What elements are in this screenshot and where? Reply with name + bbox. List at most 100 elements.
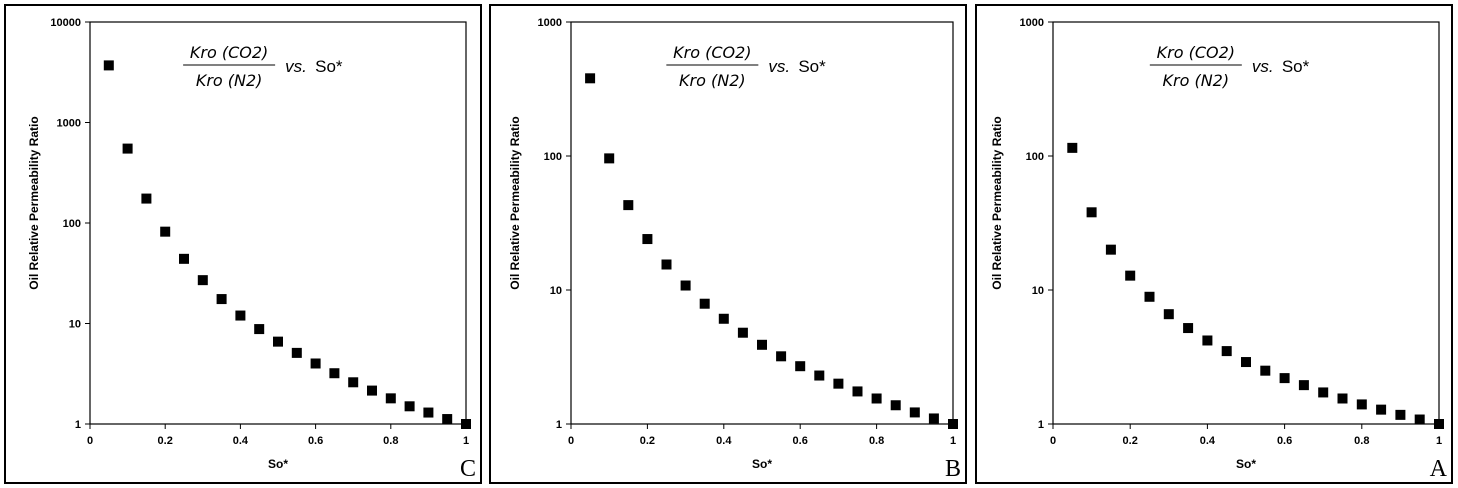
x-tick-label: 0.4 xyxy=(1200,435,1216,447)
data-point xyxy=(757,339,767,350)
data-point xyxy=(103,60,114,71)
x-axis-label: So* xyxy=(1236,457,1256,471)
data-point xyxy=(1163,309,1174,320)
data-point xyxy=(1067,142,1078,153)
panel-label: A xyxy=(1430,456,1448,482)
data-point xyxy=(216,294,227,305)
plot-area xyxy=(570,21,954,425)
x-tick-label: 0.2 xyxy=(1123,435,1138,447)
data-point xyxy=(699,298,710,309)
data-point xyxy=(404,401,415,412)
x-tick-label: 0.6 xyxy=(793,435,808,447)
y-tick-label: 100 xyxy=(544,151,562,163)
data-point xyxy=(795,361,806,372)
data-point xyxy=(737,327,748,338)
x-tick-label: 0.4 xyxy=(233,435,249,447)
data-point xyxy=(160,226,171,237)
data-point xyxy=(385,393,396,404)
data-point xyxy=(1434,419,1444,429)
plot-area xyxy=(89,21,467,425)
x-tick-label: 0.6 xyxy=(1277,435,1292,447)
data-point xyxy=(442,414,453,425)
title-so: So* xyxy=(798,57,826,76)
data-point xyxy=(1376,404,1387,415)
data-point xyxy=(948,419,958,429)
x-tick-label: 0.4 xyxy=(716,435,732,447)
data-point xyxy=(585,73,596,84)
data-point xyxy=(1318,387,1329,398)
data-point xyxy=(1395,409,1406,420)
data-point xyxy=(1241,357,1251,368)
x-tick-label: 0.2 xyxy=(158,435,173,447)
data-point xyxy=(179,253,189,264)
title-numerator: Kro (CO2) xyxy=(1157,43,1235,62)
x-tick-label: 0.8 xyxy=(869,435,884,447)
data-point xyxy=(871,393,882,404)
data-point xyxy=(254,324,265,335)
data-point xyxy=(718,313,729,324)
data-point xyxy=(423,407,434,418)
y-tick-label: 100 xyxy=(63,218,81,230)
x-tick-label: 0.8 xyxy=(1354,435,1369,447)
data-point xyxy=(291,347,302,358)
data-point xyxy=(1298,380,1309,391)
data-point xyxy=(1279,373,1290,384)
data-point xyxy=(890,400,901,411)
y-axis-label: Oil Relative Permeability Ratio xyxy=(508,116,522,289)
x-tick-label: 0.8 xyxy=(383,435,398,447)
data-point xyxy=(197,275,208,286)
data-point xyxy=(1105,244,1116,255)
data-point xyxy=(122,143,133,154)
y-tick-label: 10 xyxy=(1032,285,1044,297)
data-point xyxy=(235,310,246,321)
data-point xyxy=(141,193,152,204)
x-tick-label: 0.2 xyxy=(640,435,655,447)
data-point xyxy=(852,386,863,397)
data-point xyxy=(367,385,377,396)
y-tick-label: 1 xyxy=(556,419,562,431)
data-point xyxy=(1086,207,1097,218)
y-tick-label: 1000 xyxy=(1020,17,1044,29)
data-point xyxy=(1144,291,1155,302)
data-point xyxy=(1202,335,1213,346)
y-tick-label: 10000 xyxy=(50,17,81,29)
title-denominator: Kro (N2) xyxy=(679,71,746,90)
x-axis-label: So* xyxy=(268,457,288,471)
x-axis-label: So* xyxy=(752,457,772,471)
panel-label: C xyxy=(460,456,476,482)
x-tick-label: 0.6 xyxy=(308,435,323,447)
y-tick-label: 10 xyxy=(69,319,81,331)
data-point xyxy=(348,377,359,388)
x-tick-label: 1 xyxy=(950,435,956,447)
plot-area xyxy=(1052,21,1440,425)
data-point xyxy=(310,358,321,369)
data-point xyxy=(1356,399,1367,410)
data-point xyxy=(642,234,653,245)
x-tick-label: 0 xyxy=(87,435,93,447)
x-tick-label: 1 xyxy=(463,435,469,447)
chart-c: 1 10 100 1000 10000 0 0.2 0.4 0.6 0.8 1 So* Oil Rela… xyxy=(27,17,476,482)
data-point xyxy=(1221,346,1232,357)
title-numerator: Kro (CO2) xyxy=(673,43,751,62)
panel-label: B xyxy=(945,456,961,482)
y-tick-label: 10 xyxy=(550,285,562,297)
data-point xyxy=(1414,414,1425,425)
title-vs: vs. xyxy=(1252,57,1274,76)
chart-b: 1 10 100 1000 0 0.2 0.4 0.6 0.8 1 So* Oil Relative … xyxy=(508,17,961,482)
data-point xyxy=(329,368,340,379)
title-vs: vs. xyxy=(768,57,790,76)
chart-a: 1 10 100 1000 0 0.2 0.4 0.6 0.8 1 So* Oil Relative … xyxy=(990,17,1448,482)
title-denominator: Kro (N2) xyxy=(1163,71,1230,90)
title-vs: vs. xyxy=(285,57,307,76)
data-point xyxy=(623,200,634,211)
y-tick-label: 100 xyxy=(1026,151,1044,163)
y-axis-label: Oil Relative Permeability Ratio xyxy=(27,116,41,289)
title-so: So* xyxy=(1282,57,1310,76)
data-point xyxy=(776,351,787,362)
data-point xyxy=(833,378,844,389)
x-tick-label: 0 xyxy=(568,435,574,447)
data-point xyxy=(1183,323,1194,334)
chart-panel-c: 1 10 100 1000 10000 0 0.2 0.4 0.6 0.8 1 So* Oil Rela… xyxy=(4,4,482,484)
data-point xyxy=(1337,393,1348,404)
x-tick-label: 0 xyxy=(1050,435,1056,447)
